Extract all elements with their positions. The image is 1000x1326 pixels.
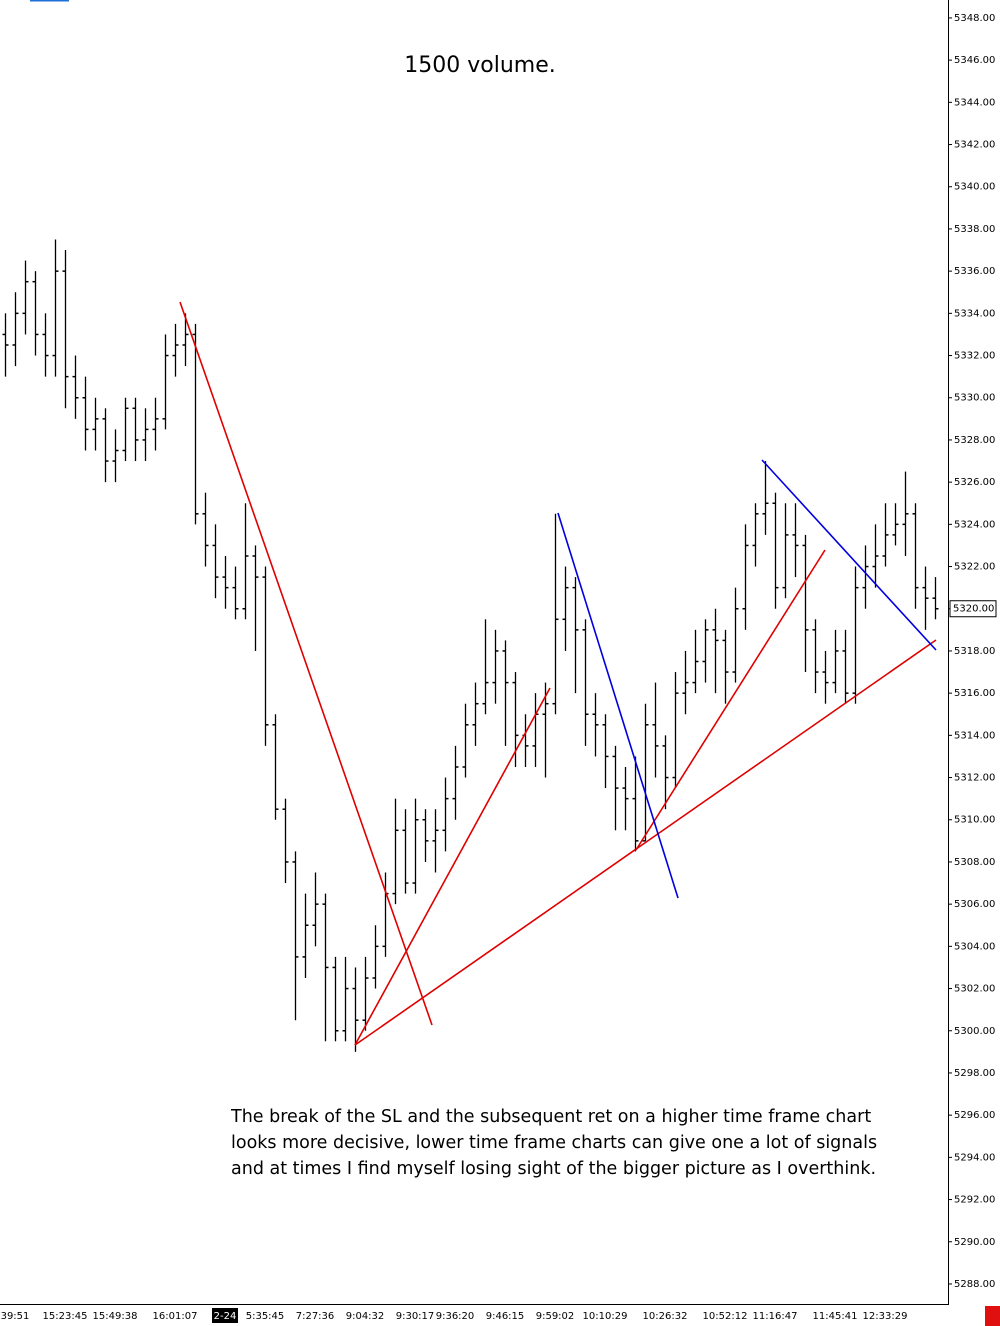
- chart-title: 1500 volume.: [404, 53, 555, 78]
- x-tick-label: 15:23:45: [43, 1311, 88, 1322]
- x-tick-label: 9:59:02: [536, 1311, 575, 1322]
- y-tick-label: 5336.00: [954, 266, 995, 277]
- y-tick-label: 5334.00: [954, 308, 995, 319]
- y-tick-label: 5324.00: [954, 519, 995, 530]
- y-tick-label: 5310.00: [954, 815, 995, 826]
- trendline: [354, 639, 937, 1046]
- y-tick-label: 5298.00: [954, 1068, 995, 1079]
- trendlines: [179, 301, 937, 1046]
- x-tick-label: 9:30:17: [396, 1311, 435, 1322]
- y-tick-label: 5338.00: [954, 224, 995, 235]
- y-tick-label: 5316.00: [954, 688, 995, 699]
- trendline: [761, 459, 937, 651]
- y-tick-label: 5292.00: [954, 1195, 995, 1206]
- corner-marker: [985, 1306, 1000, 1326]
- trendline: [557, 512, 679, 899]
- trendline: [354, 687, 551, 1046]
- y-tick-label: 5344.00: [954, 97, 995, 108]
- annotation-line: looks more decisive, lower time frame ch…: [231, 1133, 877, 1153]
- y-tick-label: 5314.00: [954, 730, 995, 741]
- x-tick-label: 2-24: [214, 1311, 237, 1322]
- y-tick-label: 5340.00: [954, 182, 995, 193]
- y-tick-label: 5302.00: [954, 984, 995, 995]
- y-tick-label: 5342.00: [954, 140, 995, 151]
- x-tick-label: 15:49:38: [93, 1311, 138, 1322]
- x-tick-label: 10:10:29: [583, 1311, 628, 1322]
- y-tick-label: 5326.00: [954, 477, 995, 488]
- y-tick-label: 5290.00: [954, 1237, 995, 1248]
- y-tick-label: 5348.00: [954, 13, 995, 24]
- x-tick-label: 10:26:32: [643, 1311, 688, 1322]
- highlight-box: [212, 1308, 238, 1323]
- x-tick-label: 10:52:12: [703, 1311, 748, 1322]
- y-tick-label: 5328.00: [954, 435, 995, 446]
- trendline: [635, 549, 826, 851]
- last-price-label: 5320.00: [953, 604, 994, 615]
- annotation-line: and at times I find myself losing sight …: [231, 1159, 876, 1179]
- y-tick-label: 5346.00: [954, 55, 995, 66]
- x-tick-label: 9:46:15: [486, 1311, 525, 1322]
- y-tick-label: 5294.00: [954, 1152, 995, 1163]
- x-tick-label: 39:51: [1, 1311, 30, 1322]
- annotation: The break of the SL and the subsequent r…: [230, 1107, 877, 1179]
- last-price-box: [949, 600, 997, 618]
- x-tick-label: 9:36:20: [436, 1311, 475, 1322]
- y-tick-label: 5296.00: [954, 1110, 995, 1121]
- x-tick-label: 11:45:41: [813, 1311, 858, 1322]
- y-tick-label: 5306.00: [954, 899, 995, 910]
- y-tick-label: 5322.00: [954, 562, 995, 573]
- y-tick-label: 5288.00: [954, 1279, 995, 1290]
- annotation-line: The break of the SL and the subsequent r…: [230, 1107, 871, 1127]
- x-tick-label: 12:33:29: [863, 1311, 908, 1322]
- x-tick-label: 5:35:45: [246, 1311, 285, 1322]
- y-tick-label: 5312.00: [954, 773, 995, 784]
- y-tick-label: 5318.00: [954, 646, 995, 657]
- y-tick-label: 5330.00: [954, 393, 995, 404]
- x-tick-label: 9:04:32: [346, 1311, 385, 1322]
- y-tick-label: 5304.00: [954, 941, 995, 952]
- x-tick-label: 11:16:47: [753, 1311, 798, 1322]
- trendline: [179, 301, 433, 1026]
- x-tick-label: 7:27:36: [296, 1311, 335, 1322]
- y-tick-label: 5300.00: [954, 1026, 995, 1037]
- y-tick-label: 5308.00: [954, 857, 995, 868]
- bars: [2, 239, 939, 1052]
- y-tick-label: 5332.00: [954, 351, 995, 362]
- x-tick-label: 16:01:07: [153, 1311, 198, 1322]
